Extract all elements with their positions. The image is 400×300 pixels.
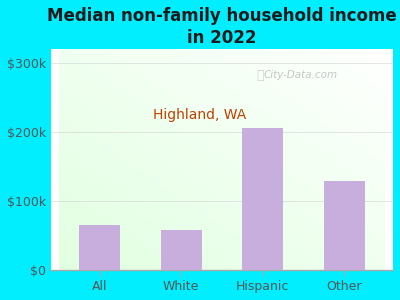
Title: Median non-family household income
in 2022: Median non-family household income in 20…	[47, 7, 397, 47]
Bar	[242, 128, 283, 270]
Bar	[324, 181, 364, 270]
Text: Highland, WA: Highland, WA	[153, 107, 247, 122]
Text: ⓘ: ⓘ	[256, 69, 263, 82]
Bar	[161, 230, 202, 270]
Bar	[80, 225, 120, 270]
Text: City-Data.com: City-Data.com	[264, 70, 338, 80]
